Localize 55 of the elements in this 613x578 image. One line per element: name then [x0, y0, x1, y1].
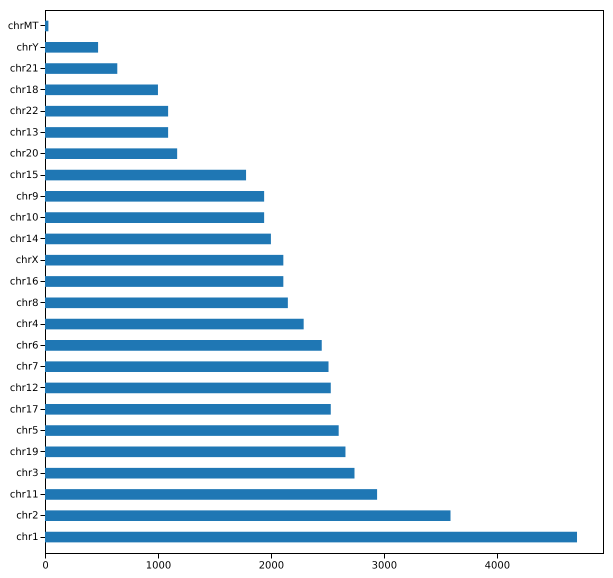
- y-tick-label: chrMT: [8, 20, 40, 32]
- y-tick-label: chr9: [16, 191, 38, 202]
- y-tick-label: chr22: [10, 106, 38, 118]
- bar: [45, 234, 271, 244]
- y-tick-label: chr13: [10, 127, 38, 138]
- y-tick-label: chr17: [10, 404, 38, 416]
- bar: [45, 425, 339, 436]
- bar: [45, 127, 168, 138]
- y-tick-label: chr2: [16, 510, 38, 522]
- bar: [45, 148, 178, 160]
- bar: [45, 446, 346, 458]
- y-tick-label: chr10: [10, 212, 38, 224]
- y-tick-label: chr8: [16, 298, 38, 309]
- bar: [45, 297, 288, 308]
- y-tick-label: chr3: [16, 468, 38, 480]
- bar: [45, 510, 451, 522]
- bar: [45, 212, 264, 223]
- bar: [45, 532, 578, 542]
- x-tick-label: 2000: [258, 560, 284, 572]
- x-tick-label: 1000: [146, 560, 172, 572]
- bar: [45, 361, 329, 372]
- bar: [45, 468, 354, 478]
- y-tick-label: chr7: [16, 362, 38, 373]
- bar: [45, 106, 168, 116]
- y-tick-label: chr15: [10, 170, 38, 182]
- y-tick-label: chr14: [10, 234, 38, 245]
- y-tick-label: chr19: [10, 446, 38, 458]
- bar: [45, 318, 304, 330]
- y-tick-label: chr12: [10, 382, 38, 394]
- bar: [45, 191, 264, 202]
- bar: [45, 20, 48, 32]
- y-tick-label: chr20: [10, 148, 38, 160]
- bar: [45, 340, 322, 351]
- x-tick-label: 4000: [484, 560, 510, 572]
- x-tick-label: 3000: [372, 560, 398, 572]
- y-tick-label: chr11: [10, 489, 38, 500]
- bar: [45, 42, 98, 53]
- x-tick-label: 0: [42, 560, 49, 572]
- y-tick-label: chr5: [16, 426, 38, 437]
- bar: [45, 254, 284, 266]
- y-tick-label: chr16: [10, 276, 38, 288]
- bar: [45, 489, 378, 500]
- y-tick-label: chrX: [16, 255, 39, 266]
- y-tick-label: chr21: [10, 64, 38, 75]
- y-tick-label: chrY: [16, 42, 40, 54]
- bar: [45, 63, 118, 74]
- bar: [45, 84, 158, 96]
- y-tick-label: chr18: [10, 84, 38, 96]
- y-tick-label: chr1: [16, 532, 38, 544]
- bar: [45, 404, 331, 415]
- bar: [45, 276, 284, 287]
- bar: [45, 382, 331, 394]
- bar: [45, 170, 246, 180]
- y-tick-label: chr6: [16, 340, 38, 352]
- y-tick-label: chr4: [16, 319, 38, 330]
